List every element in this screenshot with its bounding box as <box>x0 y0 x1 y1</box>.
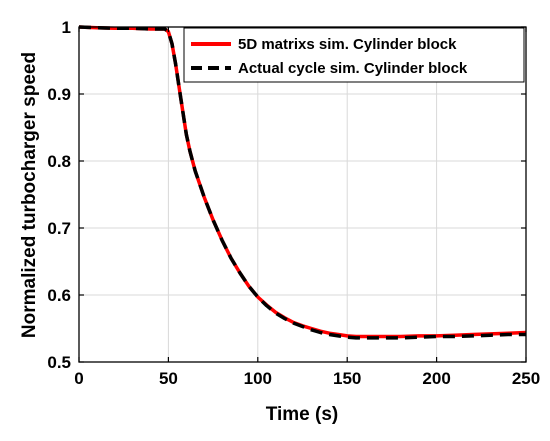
series-line-1 <box>78 25 526 340</box>
y-tick-label: 0.8 <box>47 152 71 171</box>
legend-label-1: Actual cycle sim. Cylinder block <box>238 60 468 77</box>
x-tick-label: 50 <box>159 369 178 388</box>
grid-lines <box>79 27 526 362</box>
y-tick-label: 0.9 <box>47 85 71 104</box>
y-tick-label: 0.6 <box>47 286 71 305</box>
y-tick-label: 0.5 <box>47 353 71 372</box>
y-tick-label: 0.7 <box>47 219 71 238</box>
series-layer <box>78 25 527 340</box>
legend-label-0: 5D matrixs sim. Cylinder block <box>238 36 457 53</box>
legend-box <box>183 27 525 83</box>
x-tick-label: 250 <box>512 369 540 388</box>
x-tick-labels: 0 50 100 150 200 250 <box>74 369 540 388</box>
plot-background <box>79 27 526 362</box>
y-tick-label: 1 <box>62 18 71 37</box>
x-axis-title: Time (s) <box>266 404 339 425</box>
x-tick-label: 200 <box>422 369 450 388</box>
plot-frame <box>78 26 527 363</box>
x-tick-label: 150 <box>333 369 361 388</box>
y-tick-labels: 0.5 0.6 0.7 0.8 0.9 1 <box>47 18 71 372</box>
x-tick-label: 100 <box>244 369 272 388</box>
y-axis-title: Normalized turbocharger speed <box>19 52 40 338</box>
legend: 5D matrixs sim. Cylinder block Actual cy… <box>183 27 525 83</box>
x-tick-label: 0 <box>74 369 83 388</box>
